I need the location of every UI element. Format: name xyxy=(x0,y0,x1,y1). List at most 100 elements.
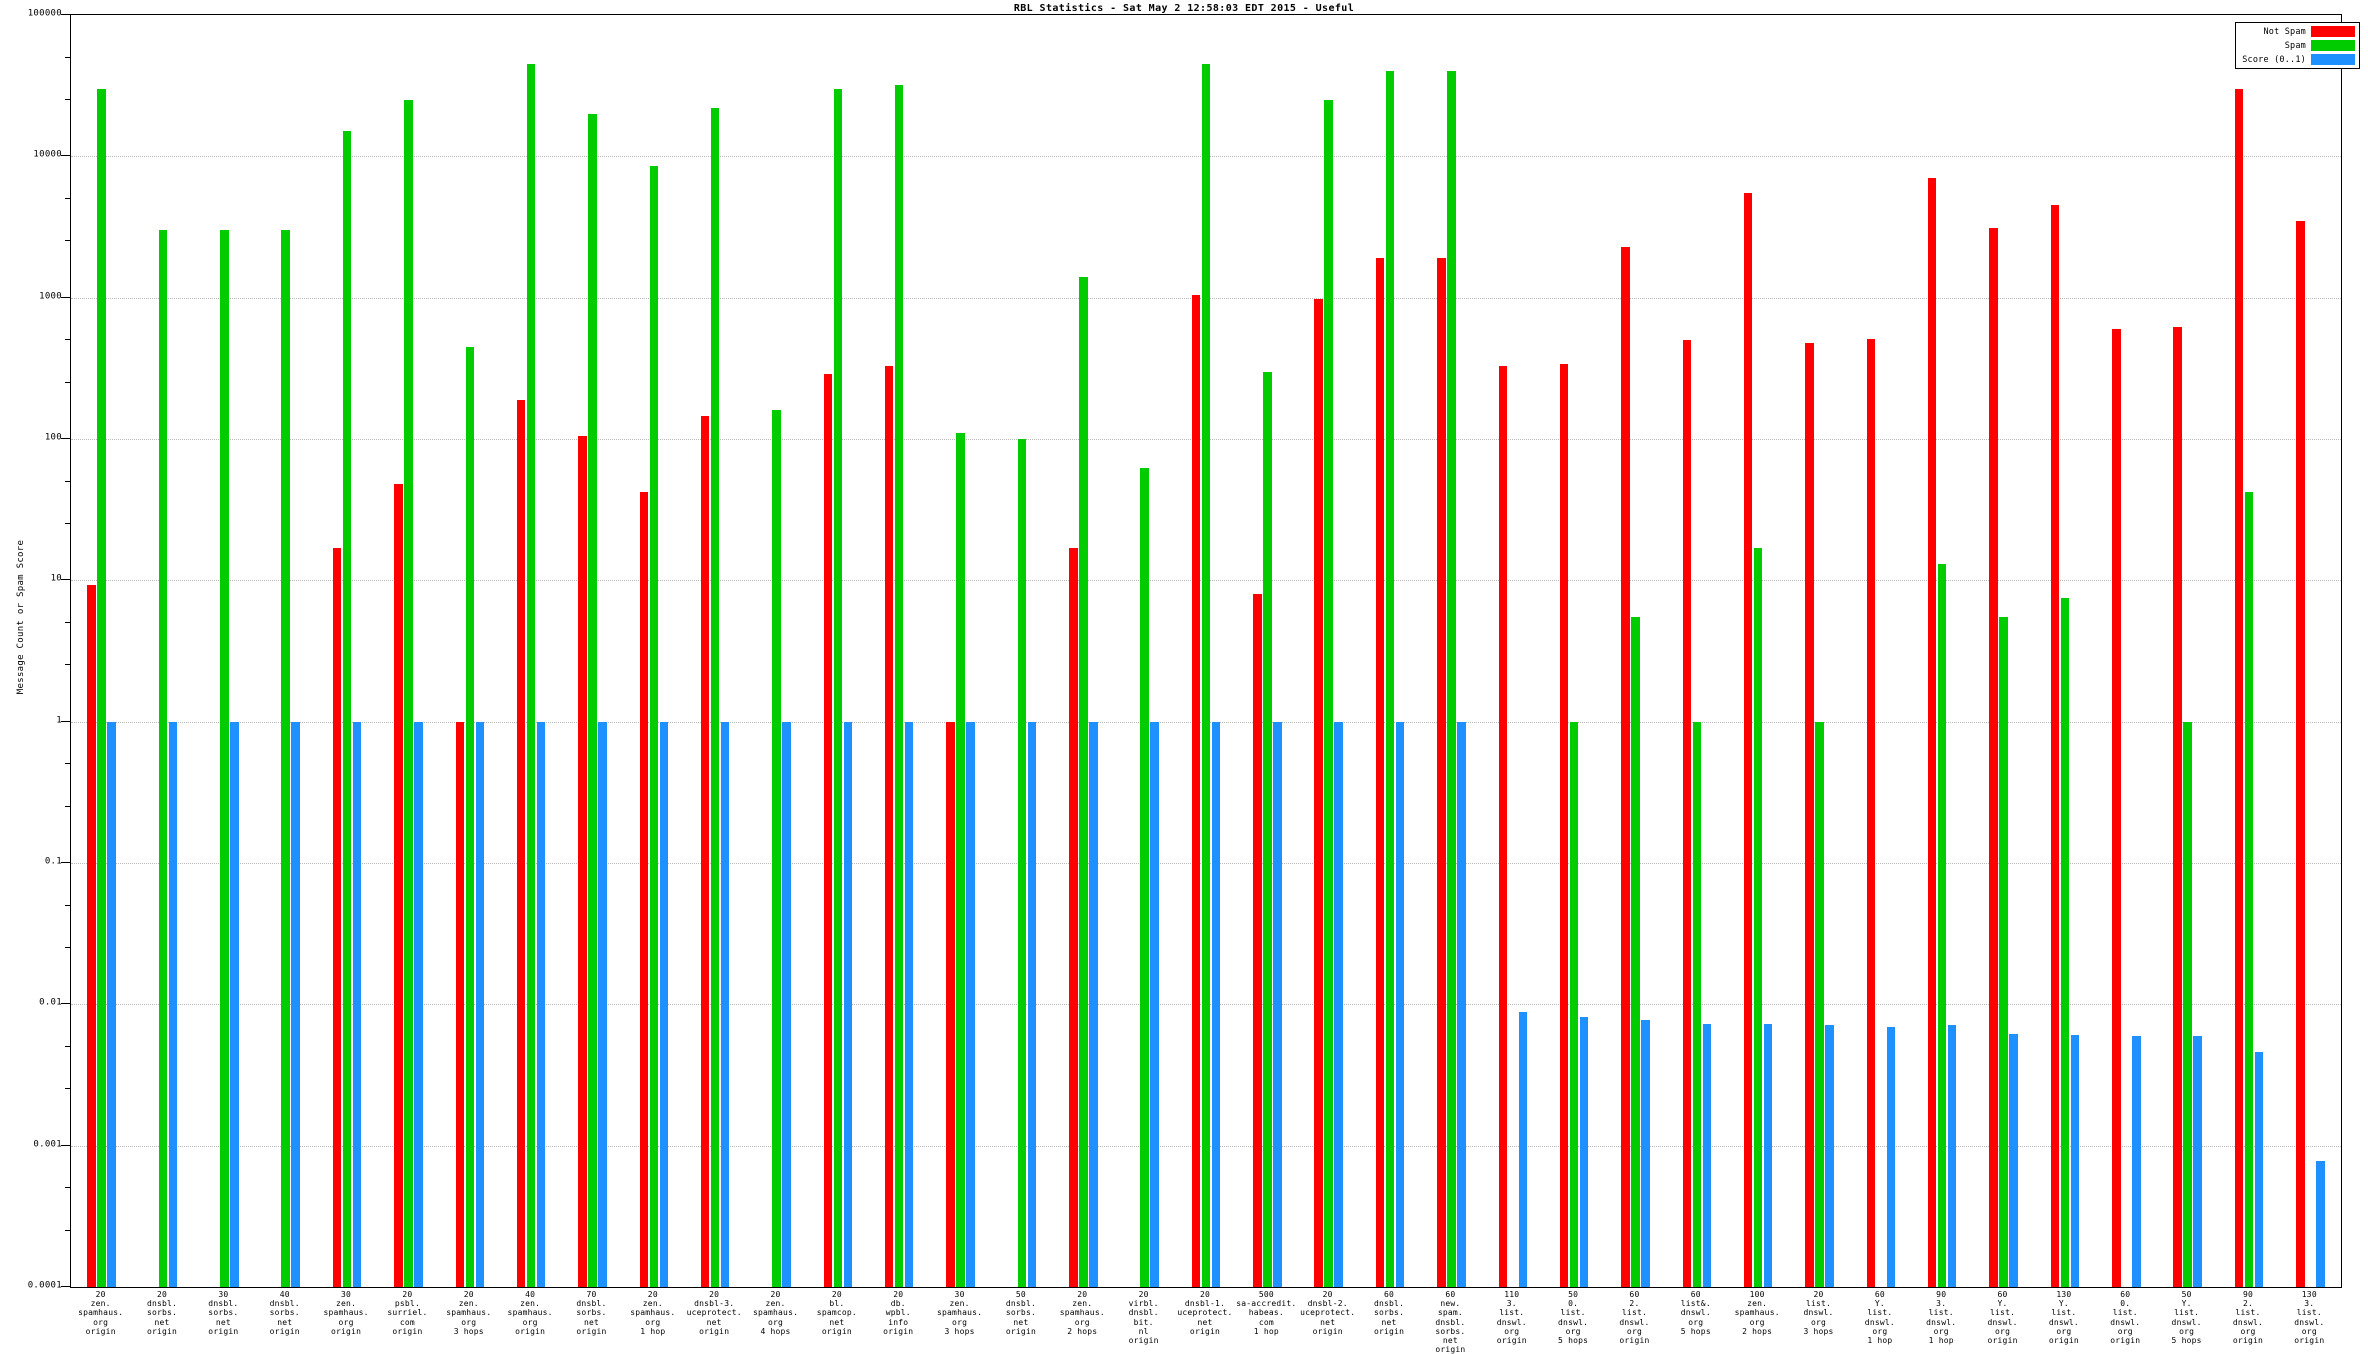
bar-spam xyxy=(1140,468,1149,1287)
y-tick-minor xyxy=(65,621,70,623)
bar-not-spam xyxy=(1682,340,1692,1287)
bar-not-spam xyxy=(2112,329,2121,1287)
bar-score xyxy=(475,721,485,1287)
bar-spam xyxy=(1999,617,2008,1287)
bar-spam xyxy=(1201,64,1211,1287)
bar-score xyxy=(1579,1017,1589,1287)
bar-not-spam xyxy=(823,373,833,1287)
bar-spam xyxy=(220,230,229,1287)
y-tick-label: 0.1 xyxy=(44,856,62,867)
bar-group xyxy=(271,15,300,1287)
bar-not-spam xyxy=(1437,258,1446,1287)
bar-spam xyxy=(772,410,781,1287)
bar-group xyxy=(1008,15,1037,1287)
y-tick-label: 100 xyxy=(44,432,62,443)
bar-group xyxy=(700,15,730,1287)
bar-not-spam xyxy=(884,365,894,1287)
y-tick-label: 0.001 xyxy=(33,1139,62,1150)
bar-score xyxy=(966,721,975,1287)
bar-spam xyxy=(1324,100,1333,1287)
x-tick-label: 110 3. list. dnswl. org origin xyxy=(1496,1290,1527,1346)
x-tick-label: 20 virbl. dnsbl. bit. nl origin xyxy=(1128,1290,1159,1346)
bar-spam xyxy=(2060,598,2070,1287)
bar-spam xyxy=(1447,71,1456,1287)
bar-spam xyxy=(1631,617,1640,1287)
bar-group xyxy=(2112,15,2141,1287)
bar-spam xyxy=(97,88,106,1287)
bar-spam xyxy=(1815,721,1824,1287)
x-tick-label: 40 zen. spamhaus. org origin xyxy=(507,1290,553,1336)
bar-score xyxy=(2132,1035,2141,1287)
x-tick-label: 130 3. list. dnswl. org origin xyxy=(2294,1290,2325,1346)
x-tick-label: 50 0. list. dnswl. org 5 hops xyxy=(1558,1290,1589,1346)
bar-spam xyxy=(1263,371,1272,1287)
x-tick-label: 60 Y. list. dnswl. org 1 hop xyxy=(1864,1290,1895,1346)
bar-score xyxy=(291,721,300,1287)
x-tick-label: 60 list&. dnswl. org 5 hops xyxy=(1680,1290,1711,1336)
bar-spam xyxy=(1017,439,1027,1287)
bar-score xyxy=(1089,721,1098,1287)
y-tick-minor xyxy=(65,56,70,58)
x-tick-label: 30 zen. spamhaus. org 3 hops xyxy=(937,1290,983,1336)
bar-group xyxy=(1498,15,1527,1287)
bar-spam xyxy=(1569,721,1579,1287)
bar-not-spam xyxy=(1621,246,1630,1287)
bar-score xyxy=(230,721,239,1287)
bar-group xyxy=(1682,15,1712,1287)
bar-group xyxy=(823,15,853,1287)
bar-score xyxy=(1825,1025,1834,1287)
y-tick-mark xyxy=(61,296,70,298)
legend-item: Spam xyxy=(2242,40,2355,51)
y-tick-minor xyxy=(65,339,70,341)
bar-group xyxy=(1375,15,1405,1287)
bar-group xyxy=(1314,15,1343,1287)
legend-swatch xyxy=(2311,26,2355,37)
bar-spam xyxy=(1692,721,1702,1287)
y-axis-label: Message Count or Spam Score xyxy=(16,539,26,695)
bar-not-spam xyxy=(1314,298,1323,1287)
x-tick-label: 130 Y. list. dnswl. org origin xyxy=(2048,1290,2079,1346)
bar-not-spam xyxy=(639,492,649,1287)
bar-spam xyxy=(404,100,413,1287)
bar-group xyxy=(2296,15,2325,1287)
bar-group xyxy=(1191,15,1221,1287)
bar-group xyxy=(394,15,423,1287)
x-tick-label: 20 dnsbl-2. uceprotect. net origin xyxy=(1300,1290,1356,1336)
bar-score xyxy=(1947,1025,1957,1287)
bar-spam xyxy=(342,131,352,1287)
legend-label: Spam xyxy=(2284,40,2306,51)
bar-group xyxy=(516,15,546,1287)
bar-not-spam xyxy=(1191,294,1201,1287)
x-tick-label: 60 new. spam. dnsbl. sorbs. net origin xyxy=(1435,1290,1466,1354)
bar-score xyxy=(536,721,546,1287)
y-tick-minor xyxy=(65,1229,70,1231)
bar-score xyxy=(2070,1034,2080,1287)
x-tick-label: 20 list. dnswl. org 3 hops xyxy=(1803,1290,1834,1336)
bar-group xyxy=(639,15,669,1287)
x-tick-label: 20 zen. spamhaus. org 1 hop xyxy=(630,1290,676,1336)
plot-area xyxy=(70,14,2342,1288)
legend-label: Not Spam xyxy=(2263,26,2306,37)
x-tick-label: 50 Y. list. dnswl. org 5 hops xyxy=(2171,1290,2202,1346)
bar-group xyxy=(87,15,116,1287)
bar-spam xyxy=(649,166,659,1287)
bar-series-layer xyxy=(71,15,2341,1287)
y-tick-label: 1 xyxy=(56,715,62,726)
bar-group xyxy=(946,15,975,1287)
bar-score xyxy=(598,721,607,1287)
bar-spam xyxy=(1079,277,1088,1287)
bar-score xyxy=(782,721,791,1287)
bar-score xyxy=(1641,1020,1650,1287)
y-tick-minor xyxy=(65,99,70,101)
bar-not-spam xyxy=(516,399,526,1287)
bar-score xyxy=(1273,721,1282,1287)
y-tick-mark xyxy=(61,1003,70,1005)
bar-score xyxy=(352,721,362,1287)
bar-group xyxy=(1559,15,1589,1287)
bar-score xyxy=(659,721,669,1287)
bar-spam xyxy=(2244,492,2254,1287)
bar-group xyxy=(1989,15,2018,1287)
bar-not-spam xyxy=(946,721,955,1287)
bar-not-spam xyxy=(1866,339,1876,1287)
bar-not-spam xyxy=(332,547,342,1287)
